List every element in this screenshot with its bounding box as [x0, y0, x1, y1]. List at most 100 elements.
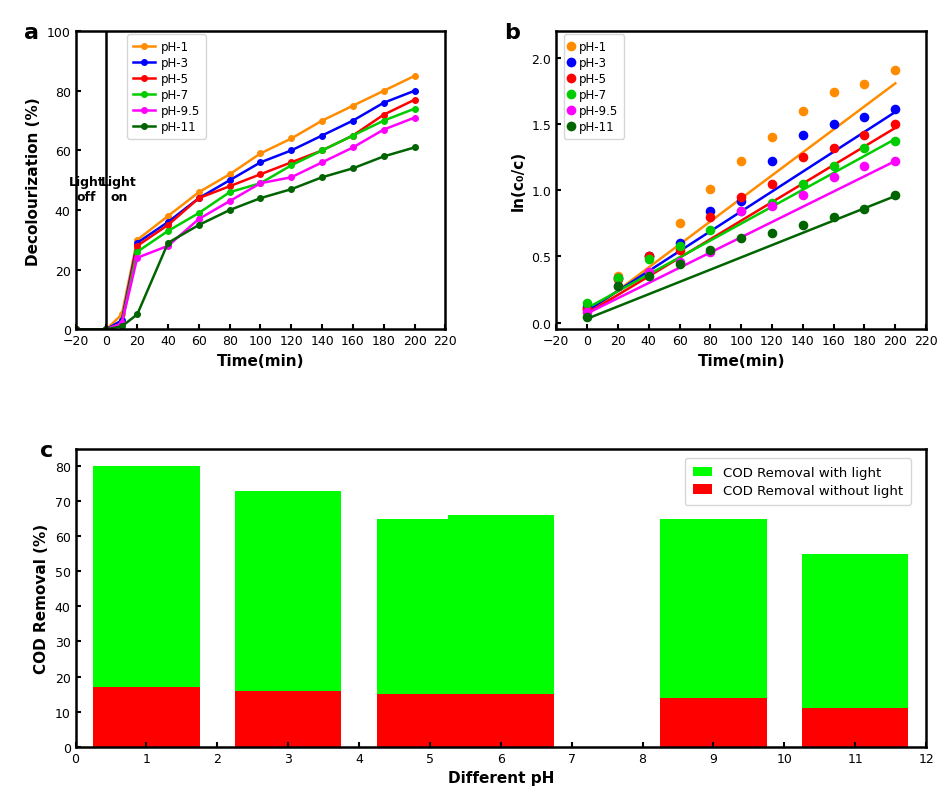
pH-3	[193, 194, 204, 204]
pH-3	[101, 325, 112, 335]
Point	[610, 279, 625, 292]
Point	[610, 271, 625, 283]
pH-11	[70, 325, 81, 335]
Point	[702, 206, 717, 218]
pH-3	[116, 316, 127, 326]
Point	[764, 198, 779, 210]
Point	[856, 161, 871, 173]
Point	[825, 171, 840, 184]
Text: a: a	[24, 23, 39, 43]
Point	[795, 129, 810, 142]
pH-1	[378, 87, 389, 96]
pH-5	[255, 170, 266, 180]
pH-1	[224, 170, 235, 180]
pH-7	[162, 226, 174, 236]
Point	[671, 259, 686, 271]
Bar	[447, 695, 553, 747]
pH-7	[285, 161, 296, 171]
Point	[795, 190, 810, 202]
Bar	[801, 708, 907, 747]
pH-3	[255, 158, 266, 168]
Line: pH-7: pH-7	[73, 107, 417, 332]
Point	[856, 129, 871, 142]
Point	[886, 64, 902, 77]
Point	[825, 211, 840, 224]
Point	[764, 178, 779, 191]
pH-7	[378, 116, 389, 126]
pH-5	[193, 194, 204, 204]
Point	[795, 219, 810, 232]
pH-5	[409, 96, 420, 105]
pH-3	[70, 325, 81, 335]
pH-7	[116, 319, 127, 328]
pH-9.5	[409, 114, 420, 124]
Text: c: c	[40, 440, 53, 460]
pH-7	[409, 104, 420, 114]
pH-11	[255, 194, 266, 204]
pH-11	[285, 185, 296, 195]
pH-7	[70, 325, 81, 335]
pH-3	[162, 218, 174, 227]
pH-11	[224, 206, 235, 215]
pH-9.5	[285, 173, 296, 183]
Line: pH-9.5: pH-9.5	[73, 116, 417, 332]
Text: Light
off: Light off	[68, 176, 104, 204]
pH-5	[162, 221, 174, 230]
Point	[641, 251, 656, 263]
Point	[671, 256, 686, 269]
pH-1	[101, 325, 112, 335]
pH-1	[116, 310, 127, 320]
Point	[702, 224, 717, 237]
Bar	[447, 516, 553, 747]
Text: b: b	[504, 23, 520, 43]
Bar	[93, 687, 199, 747]
Point	[825, 161, 840, 173]
X-axis label: Time(min): Time(min)	[216, 353, 304, 369]
pH-5	[316, 146, 328, 156]
pH-9.5	[255, 179, 266, 189]
Point	[856, 112, 871, 124]
Point	[702, 247, 717, 259]
Point	[764, 156, 779, 169]
Point	[764, 201, 779, 214]
pH-11	[101, 325, 112, 335]
Legend: pH-1, pH-3, pH-5, pH-7, pH-9.5, pH-11: pH-1, pH-3, pH-5, pH-7, pH-9.5, pH-11	[127, 35, 206, 140]
Point	[671, 238, 686, 251]
pH-3	[409, 87, 420, 96]
pH-7	[255, 179, 266, 189]
pH-9.5	[101, 325, 112, 335]
pH-1	[162, 212, 174, 222]
pH-1	[316, 116, 328, 126]
Point	[610, 272, 625, 285]
Point	[702, 244, 717, 257]
pH-9.5	[316, 158, 328, 168]
X-axis label: Time(min): Time(min)	[697, 353, 784, 369]
pH-11	[409, 144, 420, 153]
Line: pH-5: pH-5	[73, 98, 417, 332]
Point	[641, 251, 656, 263]
pH-1	[346, 102, 358, 112]
pH-7	[101, 325, 112, 335]
X-axis label: Different pH: Different pH	[447, 770, 553, 785]
pH-11	[193, 221, 204, 230]
Point	[825, 142, 840, 155]
Point	[579, 301, 594, 314]
Point	[733, 232, 748, 245]
Point	[702, 211, 717, 224]
Point	[671, 218, 686, 230]
pH-7	[346, 132, 358, 141]
Point	[671, 244, 686, 257]
pH-5	[346, 132, 358, 141]
pH-7	[224, 188, 235, 198]
pH-3	[224, 176, 235, 185]
Point	[825, 118, 840, 131]
Point	[641, 271, 656, 283]
pH-1	[409, 72, 420, 82]
Point	[856, 142, 871, 155]
Bar	[801, 554, 907, 747]
Point	[579, 297, 594, 310]
pH-1	[255, 149, 266, 159]
pH-5	[131, 242, 143, 251]
pH-11	[131, 310, 143, 320]
Point	[671, 240, 686, 253]
